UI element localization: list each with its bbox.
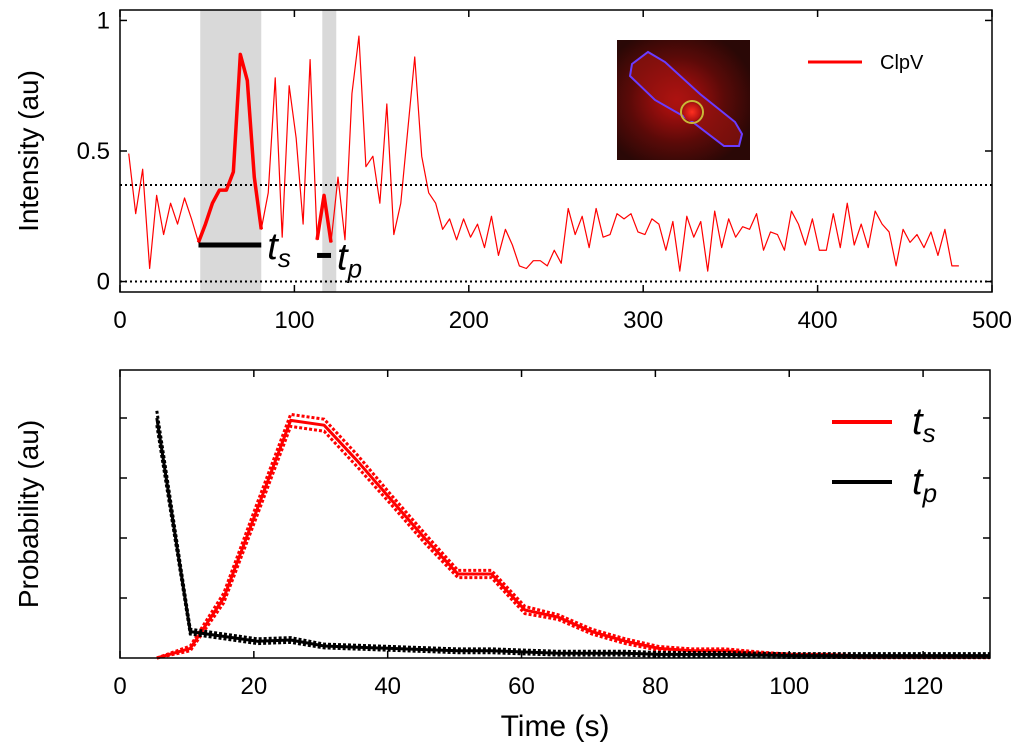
- inset-cell-body: [630, 52, 742, 146]
- x-tick-label: 500: [972, 307, 1012, 334]
- x-tick-label: 40: [374, 673, 401, 700]
- label-text: tp: [912, 461, 937, 508]
- label-main: t: [267, 226, 279, 268]
- x-tick-label: 60: [508, 673, 535, 700]
- x-tick-label: 200: [449, 307, 489, 334]
- plot-frame: [119, 9, 993, 293]
- y-axis-label: Intensity (au): [13, 70, 44, 232]
- x-tick-label: 20: [240, 673, 267, 700]
- panel: 0 20 40 60 80 100 120 Probability (au) Time (s) t…: [13, 369, 991, 743]
- series-line: [156, 418, 990, 660]
- x-tick-label: 100: [274, 307, 314, 334]
- x-tick-label: 300: [623, 307, 663, 334]
- x-tick-label: 100: [769, 673, 809, 700]
- inset-cell-outline: [628, 50, 744, 147]
- plot-frame: [119, 369, 991, 659]
- shaded-region: [322, 10, 337, 292]
- label-subscript: s: [923, 418, 936, 448]
- x-axis-label: Time (s): [501, 710, 610, 743]
- label-text: tp: [337, 236, 362, 283]
- highlight-line: [315, 193, 333, 243]
- x-tick-label: 400: [798, 307, 838, 334]
- legend-label: ClpV: [880, 52, 924, 74]
- x-tick-label: 0: [113, 307, 126, 334]
- label-main: t: [912, 401, 924, 443]
- label-main: t: [912, 461, 924, 503]
- x-tick-label: 120: [903, 673, 943, 700]
- label-text: ts: [912, 401, 936, 448]
- inset-image: [617, 40, 750, 160]
- x-tick-label: 0: [113, 673, 126, 700]
- series-line: [155, 417, 990, 658]
- y-tick-label: 0: [97, 269, 110, 296]
- y-axis-label: Probability (au): [13, 420, 44, 608]
- inset-focus-ring: [680, 100, 704, 124]
- y-tick-label: 1: [97, 7, 110, 34]
- label-subscript: s: [278, 243, 291, 273]
- highlight-line: [196, 52, 263, 244]
- series-line: [128, 35, 959, 272]
- error-bound: [155, 410, 990, 656]
- y-tick-label: 0.5: [77, 138, 110, 165]
- label-text: ts: [267, 226, 291, 273]
- label-subscript: p: [922, 478, 937, 508]
- label-subscript: p: [347, 253, 362, 283]
- x-tick-label: 80: [642, 673, 669, 700]
- label-main: t: [337, 236, 349, 278]
- inset-focus: [683, 103, 701, 121]
